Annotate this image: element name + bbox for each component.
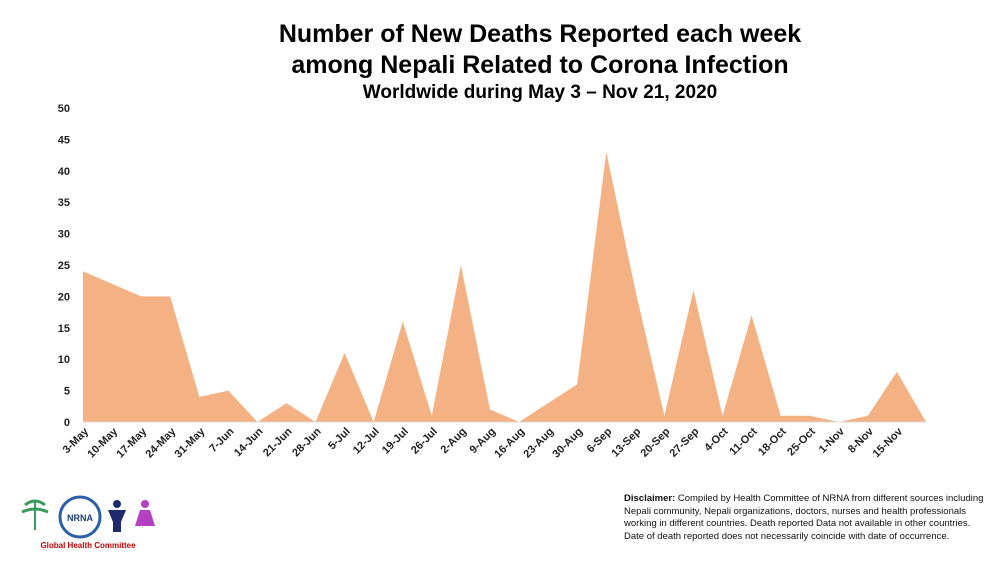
x-tick-label: 14-Jun [232, 425, 266, 459]
x-tick-label: 19-Jul [380, 426, 411, 457]
x-tick-label: 5-Jul [326, 426, 353, 453]
disclaimer-label: Disclaimer: [624, 493, 676, 504]
x-tick-label: 24-May [143, 425, 178, 460]
logo: NRNA Global Health Committee [21, 495, 155, 550]
x-tick-label: 11-Oct [727, 425, 760, 458]
chart-title: among Nepali Related to Corona Infection [291, 51, 788, 79]
disclaimer-text: Compiled by Health Committee of NRNA fro… [624, 493, 984, 542]
x-tick-label: 15-Nov [871, 425, 906, 460]
logo-caption: Global Health Committee [40, 541, 136, 550]
y-tick-label: 30 [58, 229, 70, 241]
x-tick-label: 13-Sep [609, 425, 643, 459]
y-tick-label: 20 [58, 291, 70, 303]
area [83, 151, 926, 422]
x-tick-label: 28-Jun [290, 425, 324, 459]
logo-icon [108, 510, 126, 532]
logo-text: NRNA [67, 513, 93, 523]
x-tick-label: 2-Aug [438, 426, 469, 457]
x-tick-label: 18-Oct [756, 425, 789, 458]
x-tick-label: 21-Jun [261, 425, 295, 459]
logo-icon [135, 510, 155, 526]
x-tick-label: 31-May [173, 425, 208, 460]
y-tick-label: 0 [64, 417, 70, 429]
y-tick-label: 50 [58, 103, 70, 115]
x-tick-label: 23-Aug [521, 426, 556, 461]
chart-subtitle: Worldwide during May 3 – Nov 21, 2020 [363, 82, 717, 103]
disclaimer: Disclaimer: Compiled by Health Committee… [624, 493, 984, 543]
x-tick-label: 25-Oct [785, 425, 818, 458]
x-tick-label: 10-May [85, 425, 120, 460]
y-tick-label: 15 [58, 323, 70, 335]
x-tick-label: 12-Jul [351, 426, 382, 457]
y-tick-label: 5 [64, 386, 70, 398]
y-tick-label: 25 [58, 260, 70, 272]
chart-title: Number of New Deaths Reported each week [279, 20, 801, 48]
x-tick-label: 26-Jul [409, 426, 440, 457]
x-tick-label: 20-Sep [639, 425, 673, 459]
y-tick-label: 45 [58, 134, 70, 146]
logo-icon [58, 495, 102, 539]
x-tick-label: 16-Aug [492, 426, 527, 461]
x-tick-label: 27-Sep [668, 425, 702, 459]
logo-icon [113, 500, 121, 508]
y-tick-label: 10 [58, 354, 70, 366]
x-tick-label: 17-May [114, 425, 149, 460]
x-tick-label: 1-Nov [817, 425, 848, 456]
logo-icon [141, 500, 149, 508]
x-tick-label: 30-Aug [550, 426, 585, 461]
y-tick-label: 35 [58, 197, 70, 209]
y-tick-label: 40 [58, 166, 70, 178]
